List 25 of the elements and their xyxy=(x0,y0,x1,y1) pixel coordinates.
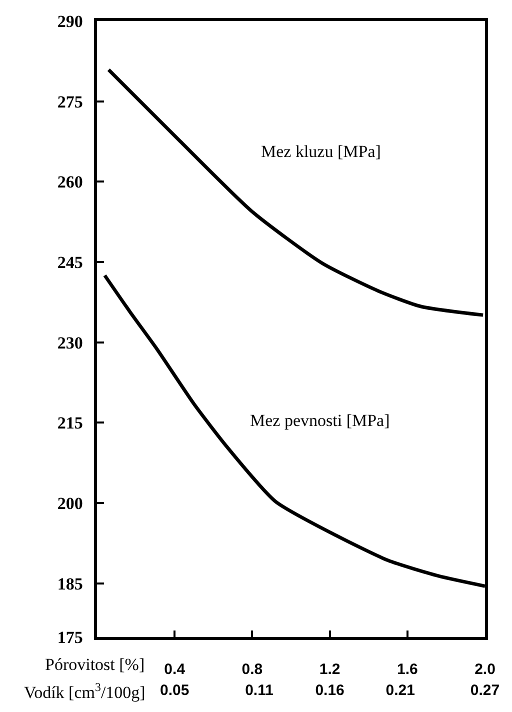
y-tick-label: 175 xyxy=(57,628,83,647)
y-tick-label: 290 xyxy=(57,12,83,31)
x2-tick-label: 0.27 xyxy=(470,682,500,699)
line-series xyxy=(106,68,485,317)
y-tick-label: 245 xyxy=(57,252,83,272)
x-axis-title: Pórovitost [%] xyxy=(45,655,145,674)
x2-axis-title: Vodík [cm$^{3}$/100g] xyxy=(24,680,146,702)
y-tick-label: 215 xyxy=(57,414,83,433)
y-tick-label: 200 xyxy=(57,494,83,514)
series-label: Mez pevnosti [MPa] xyxy=(250,411,390,430)
x-tick-label: 2.0 xyxy=(474,660,496,678)
x-tick-label: 0.8 xyxy=(242,660,263,678)
x2-tick-label: 0.16 xyxy=(315,682,344,699)
x-tick-label: 1.2 xyxy=(319,660,340,678)
text: Mez kluzu [MPa] xyxy=(261,142,381,161)
y-tick-label: 275 xyxy=(57,92,83,112)
x-tick-label: 1.6 xyxy=(396,660,418,678)
y-tick-label: 260 xyxy=(57,172,83,192)
x-tick-label: 0.4 xyxy=(164,660,186,678)
y-tick-label: 185 xyxy=(57,574,83,594)
y-tick-label: 230 xyxy=(57,333,83,352)
line-series xyxy=(103,274,485,588)
x2-tick-label: 0.11 xyxy=(245,682,274,699)
x2-tick-label: 0.05 xyxy=(160,682,190,699)
x2-tick-label: 0.21 xyxy=(386,682,415,699)
